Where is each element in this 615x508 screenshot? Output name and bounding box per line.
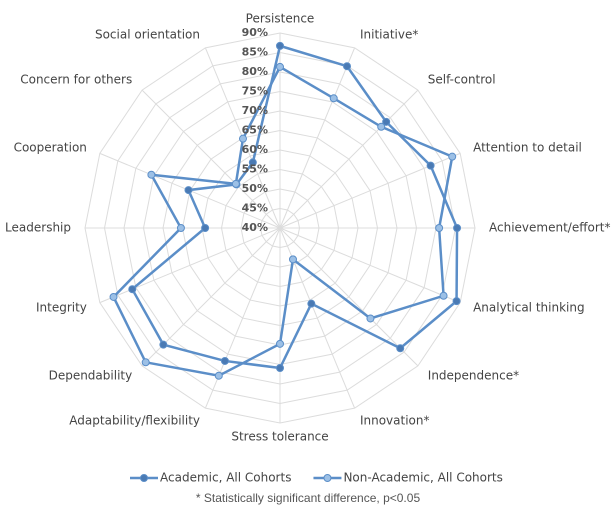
marker xyxy=(382,117,391,126)
note: * Statistically significant difference, … xyxy=(196,491,421,505)
r-tick-label: 85% xyxy=(242,46,268,59)
r-tick-label: 75% xyxy=(242,85,268,98)
marker xyxy=(307,299,316,308)
marker xyxy=(452,297,461,306)
r-tick-label: 60% xyxy=(242,143,268,156)
marker xyxy=(184,186,193,195)
marker xyxy=(276,41,284,50)
r-tick-label: 90% xyxy=(242,26,268,39)
marker xyxy=(159,340,168,349)
marker xyxy=(128,285,137,294)
category-label: Stress tolerance xyxy=(231,430,328,444)
marker xyxy=(276,339,284,348)
category-label: Achievement/effort* xyxy=(489,221,610,235)
marker xyxy=(109,292,118,301)
legend-label: Academic, All Cohorts xyxy=(160,471,291,485)
category-label: Concern for others xyxy=(20,73,132,87)
marker xyxy=(435,224,444,232)
marker xyxy=(448,152,457,161)
spoke xyxy=(279,227,461,304)
category-label: Innovation* xyxy=(360,414,430,428)
category-label: Social orientation xyxy=(95,27,200,41)
marker xyxy=(366,314,375,323)
marker xyxy=(214,371,223,380)
marker xyxy=(396,344,405,353)
legend-label: Non-Academic, All Cohorts xyxy=(343,471,502,485)
category-label: Dependability xyxy=(49,368,133,382)
category-label: Leadership xyxy=(5,221,71,235)
category-label: Self-control xyxy=(428,73,496,87)
category-label: Attention to detail xyxy=(473,141,582,155)
category-label: Analytical thinking xyxy=(473,300,585,314)
marker xyxy=(176,224,185,232)
marker xyxy=(141,358,150,367)
spoke xyxy=(279,227,356,409)
marker xyxy=(276,62,284,71)
category-label: Integrity xyxy=(36,300,87,314)
marker xyxy=(276,364,284,373)
marker xyxy=(238,134,247,143)
r-tick-label: 50% xyxy=(242,182,268,195)
marker xyxy=(248,158,257,167)
r-tick-label: 55% xyxy=(242,163,268,176)
r-tick-label: 80% xyxy=(242,65,268,78)
legend-marker xyxy=(323,474,332,482)
r-tick-label: 65% xyxy=(242,124,268,137)
marker xyxy=(377,122,386,131)
legend-marker xyxy=(140,474,148,482)
marker xyxy=(288,255,297,264)
marker xyxy=(220,356,229,365)
marker xyxy=(343,62,352,71)
category-label: Persistence xyxy=(246,12,315,26)
r-tick-label: 45% xyxy=(242,202,268,215)
marker xyxy=(147,170,156,179)
marker xyxy=(231,179,240,188)
marker xyxy=(453,224,462,232)
category-label: Initiative* xyxy=(360,27,418,41)
marker xyxy=(201,224,210,232)
r-tick-label: 70% xyxy=(242,104,268,117)
spoke xyxy=(204,227,281,409)
spoke xyxy=(141,89,281,229)
r-tick-label: 40% xyxy=(242,221,268,234)
marker xyxy=(439,291,448,300)
spoke xyxy=(279,89,419,229)
spoke xyxy=(279,227,419,367)
category-label: Cooperation xyxy=(14,141,87,155)
marker xyxy=(426,161,435,170)
spoke xyxy=(279,47,356,229)
category-label: Adaptability/flexibility xyxy=(69,414,200,428)
marker xyxy=(329,94,338,103)
category-label: Independence* xyxy=(428,368,519,382)
